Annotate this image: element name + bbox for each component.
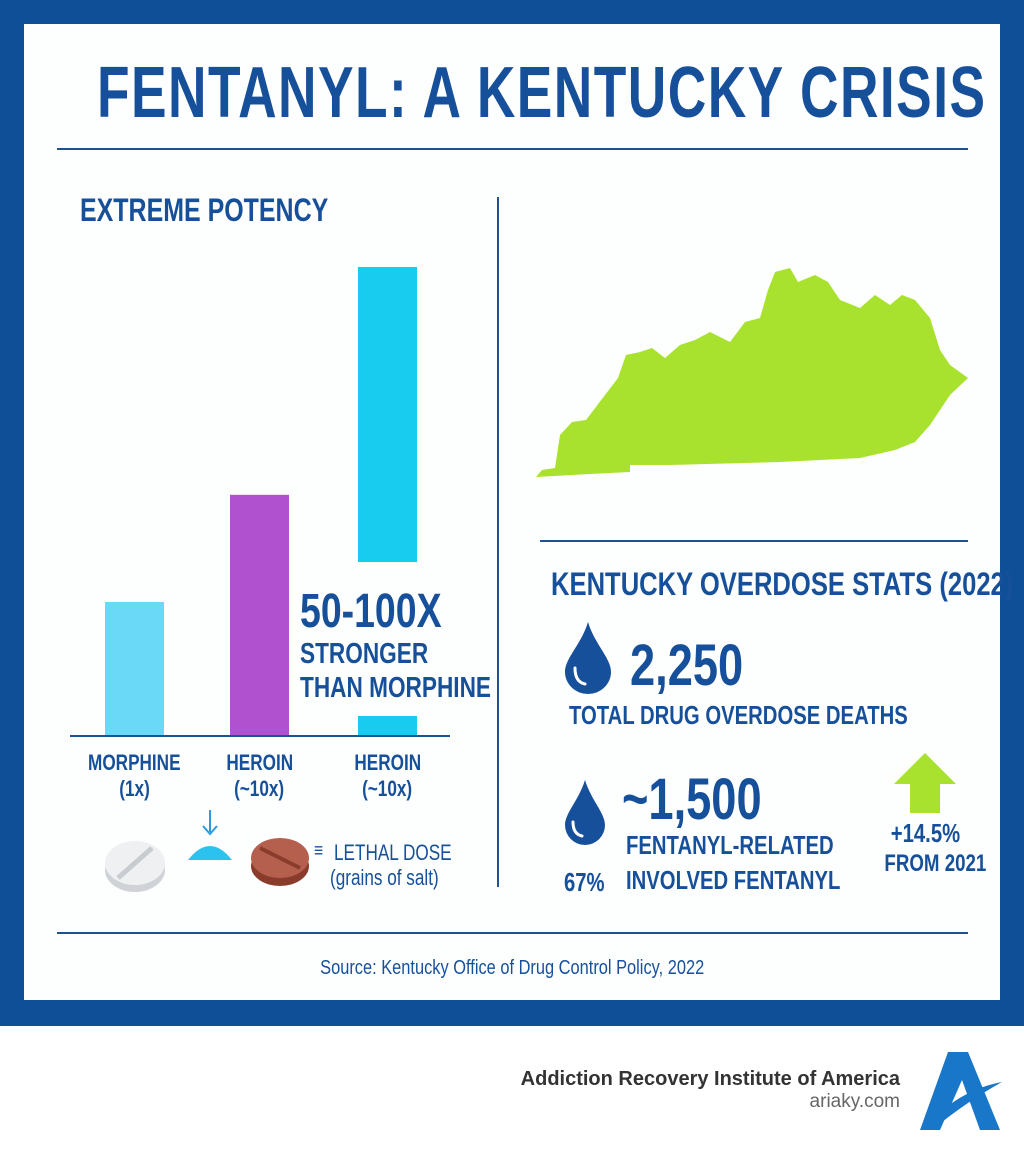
dose-icons [105,810,309,892]
potency-bar-chart [70,267,450,737]
page-title: FENTANYL: A KENTUCKY CRISIS [97,53,987,133]
category-label: HEROIN [190,750,330,776]
bar-1 [230,494,289,736]
down-arrow-icon [202,810,218,836]
callout-line2: THAN MORPHINE [300,672,492,704]
category-label: HEROIN [318,750,458,776]
fentanyl-label1: FENTANYL-RELATED [626,830,834,860]
category-sublabel-text: (~10x) [362,776,413,801]
source-divider [57,932,968,934]
infographic-panel [24,24,1000,1000]
total-deaths-label: TOTAL DRUG OVERDOSE DEATHS [569,700,908,730]
drop-icon-small [565,780,605,845]
stats-heading: KENTUCKY OVERDOSE STATS (2022) [551,566,1014,602]
potency-heading: EXTREME POTENCY [80,192,329,228]
category-label-text: MORPHINE [88,750,181,775]
lethal-dose-sublabel: (grains of salt) [330,865,439,890]
category-sublabel: (1x) [65,776,205,802]
fentanyl-label2: INVOLVED FENTANYL [626,865,841,895]
callout-multiplier: 50-100X [300,585,442,638]
category-sublabel: (~10x) [190,776,330,802]
ari-logo [920,1052,1002,1130]
brown-pill-icon [251,838,309,886]
up-arrow-icon [894,753,956,813]
stats-divider [540,540,968,542]
change-value: +14.5% [890,818,960,848]
title-divider [57,148,968,150]
total-deaths-value: 2,250 [630,633,744,698]
fentanyl-deaths-value: ~1,500 [622,767,762,832]
powder-pile-icon [188,846,232,860]
bar-0 [105,602,164,736]
bar-2 [358,716,417,736]
category-sublabel: (~10x) [318,776,458,802]
org-name: Addiction Recovery Institute of America [520,1068,900,1090]
change-label: FROM 2021 [884,850,987,877]
white-pill-icon [105,841,165,892]
equals-symbol: ≡ [314,840,324,862]
drop-icon [565,622,611,694]
lethal-dose-label: LETHAL DOSE [334,840,452,865]
category-sublabel-text: (1x) [119,776,150,801]
category-label-text: HEROIN [226,750,293,775]
category-label-text: HEROIN [354,750,421,775]
bar-2 [358,267,417,562]
callout-line1: STRONGER [300,638,429,670]
category-label: MORPHINE [65,750,205,776]
column-divider [497,197,499,887]
kentucky-map [536,268,968,477]
category-sublabel-text: (~10x) [234,776,285,801]
org-url[interactable]: ariaky.com [809,1091,900,1112]
title-wrap: FENTANYL: A KENTUCKY CRISIS [97,52,985,134]
fentanyl-percent: 67% [564,867,605,897]
source-text: Source: Kentucky Office of Drug Control … [319,957,705,979]
